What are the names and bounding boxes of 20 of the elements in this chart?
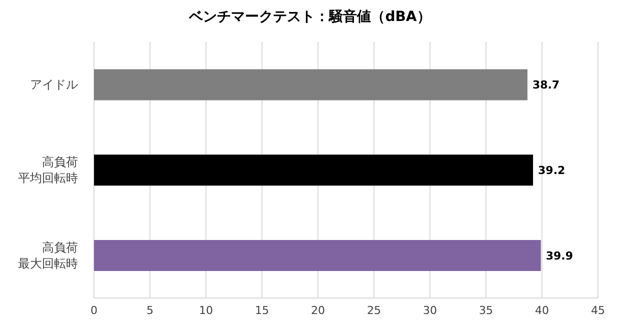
x-tick-label: 5 xyxy=(146,304,154,317)
x-tick-label: 25 xyxy=(367,304,381,317)
data-label: 38.7 xyxy=(532,78,560,92)
chart-title: ベンチマークテスト：騒音値（dBA） xyxy=(188,8,432,27)
x-tick-label: 15 xyxy=(255,304,269,317)
bar xyxy=(94,240,541,271)
data-label: 39.2 xyxy=(538,164,566,178)
x-tick-label: 35 xyxy=(479,304,493,317)
x-tick-label: 45 xyxy=(591,304,605,317)
x-tick-label: 10 xyxy=(199,304,213,317)
x-tick-label: 20 xyxy=(311,304,325,317)
bar xyxy=(94,154,534,186)
bar xyxy=(94,69,528,100)
data-label: 39.9 xyxy=(546,249,574,262)
y-tick-label: アイドル xyxy=(30,78,78,92)
x-tick-label: 30 xyxy=(423,304,437,317)
x-tick-label: 0 xyxy=(90,304,98,317)
y-tick-label: 高負荷最大回転時 xyxy=(18,240,78,270)
y-tick-label: 高負荷平均回転時 xyxy=(18,155,78,185)
x-tick-label: 40 xyxy=(535,304,549,317)
